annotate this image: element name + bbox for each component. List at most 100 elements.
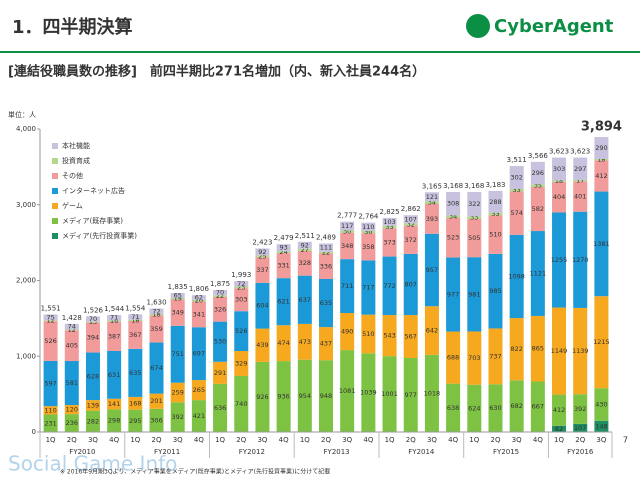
legend-label: 投資育成 bbox=[62, 156, 90, 165]
data-label: 621 bbox=[277, 298, 289, 306]
bar-segment bbox=[530, 381, 545, 432]
data-label: 308 bbox=[447, 200, 459, 208]
data-label: 1215 bbox=[593, 338, 610, 346]
data-label: 349 bbox=[171, 309, 183, 317]
data-label: 359 bbox=[150, 325, 162, 333]
bar-segment bbox=[234, 311, 249, 352]
x-tick-label: 4Q bbox=[533, 436, 543, 444]
data-label: 367 bbox=[129, 331, 141, 339]
data-label: 303 bbox=[235, 296, 247, 304]
bar-segment bbox=[573, 157, 588, 181]
x-group-label: FY2011 bbox=[154, 448, 180, 456]
data-label: 139 bbox=[87, 401, 99, 409]
data-label: 688 bbox=[447, 354, 459, 362]
bar-segment bbox=[85, 410, 100, 432]
bar-segment bbox=[276, 251, 291, 254]
data-label: 141 bbox=[108, 400, 120, 408]
data-label: 526 bbox=[44, 337, 56, 345]
bar-segment bbox=[107, 320, 122, 322]
data-label: 505 bbox=[468, 234, 480, 242]
bar-segment bbox=[170, 382, 185, 403]
data-label: 33 bbox=[470, 214, 478, 222]
x-tick-label: 3Q bbox=[596, 436, 606, 444]
data-label: 303 bbox=[553, 165, 565, 173]
total-label: 1,835 bbox=[168, 283, 188, 291]
bar-segment bbox=[488, 384, 503, 432]
bar-segment bbox=[467, 331, 482, 385]
data-label: 865 bbox=[532, 345, 544, 353]
data-label: 394 bbox=[87, 334, 99, 342]
x-tick-label: 3Q bbox=[342, 436, 352, 444]
bar-segment bbox=[530, 231, 545, 316]
data-label: 372 bbox=[405, 236, 417, 244]
data-label: 93 bbox=[279, 244, 287, 252]
total-label: 3,623 bbox=[549, 148, 569, 156]
bar-segment bbox=[467, 192, 482, 217]
bar-segment bbox=[191, 295, 206, 300]
data-label: 30 bbox=[343, 228, 351, 236]
bar-segment bbox=[64, 414, 79, 432]
data-label: 807 bbox=[405, 280, 417, 288]
total-label: 3,183 bbox=[485, 181, 505, 189]
bar-segment bbox=[382, 218, 397, 226]
data-label: 630 bbox=[489, 404, 501, 412]
bar-segment bbox=[446, 215, 461, 218]
data-label: 1039 bbox=[360, 389, 377, 397]
bar-segment bbox=[191, 400, 206, 432]
bar-segment bbox=[509, 318, 524, 381]
x-tick-label: 3Q bbox=[512, 436, 522, 444]
data-label: 30 bbox=[364, 228, 372, 236]
x-tick-label: 1Q bbox=[215, 436, 225, 444]
data-label: 35 bbox=[534, 182, 542, 190]
chart-title: [連結役職員数の推移] 前四半期比271名増加（内、新入社員244名） bbox=[8, 64, 425, 80]
data-label: 110 bbox=[362, 223, 374, 231]
data-label: 22 bbox=[216, 292, 224, 300]
x-tick-label: 4Q bbox=[109, 436, 119, 444]
bar-segment bbox=[149, 315, 164, 343]
data-label: 636 bbox=[214, 404, 226, 412]
data-label: 822 bbox=[510, 345, 522, 353]
data-label: 711 bbox=[341, 282, 353, 290]
x-tick-label: 3Q bbox=[257, 436, 267, 444]
x-tick-label: 4Q bbox=[448, 436, 458, 444]
data-label: 148 bbox=[595, 422, 607, 430]
data-label: 22 bbox=[322, 249, 330, 257]
data-label: 74 bbox=[68, 323, 76, 331]
bar-segment bbox=[149, 308, 164, 314]
legend-label: その他 bbox=[62, 171, 83, 180]
data-label: 201 bbox=[150, 397, 162, 405]
data-label: 13 bbox=[89, 318, 97, 326]
footnote: ※ 2016年9月期3Qより、メディア事業をメディア(既存事業)とメディア(先行… bbox=[60, 468, 330, 476]
bar-segment bbox=[276, 278, 291, 326]
page-title: 1．四半期決算 bbox=[12, 16, 133, 38]
bar-segment bbox=[149, 342, 164, 394]
x-tick-label: 3Q bbox=[427, 436, 437, 444]
bar-segment bbox=[509, 166, 524, 189]
bar-segment bbox=[234, 288, 249, 312]
total-label: 3,566 bbox=[528, 152, 549, 160]
data-label: 635 bbox=[129, 369, 141, 377]
bar-segment bbox=[340, 230, 355, 233]
legend-swatch bbox=[52, 158, 58, 164]
bar-segment bbox=[530, 315, 545, 382]
bar-segment bbox=[149, 313, 164, 316]
data-label: 288 bbox=[489, 198, 501, 206]
bar-segment bbox=[43, 320, 58, 322]
bar-segment bbox=[234, 375, 249, 432]
data-label: 296 bbox=[532, 169, 544, 177]
bar-segment bbox=[276, 244, 291, 252]
x-tick-label: 4Q bbox=[363, 436, 373, 444]
total-label: 3,168 bbox=[443, 182, 463, 190]
x-group-label: FY2014 bbox=[408, 448, 435, 456]
data-label: 18 bbox=[597, 156, 605, 164]
data-label: 23 bbox=[237, 283, 245, 291]
total-label: 2,862 bbox=[401, 205, 421, 213]
data-label: 474 bbox=[277, 339, 289, 347]
data-label: 33 bbox=[385, 223, 393, 231]
data-label: 18 bbox=[131, 316, 139, 324]
data-label: 82 bbox=[555, 425, 563, 433]
x-tick-label: 1Q bbox=[385, 436, 395, 444]
bar-segment bbox=[170, 402, 185, 432]
data-label: 16 bbox=[110, 317, 118, 325]
bar-segment bbox=[552, 307, 567, 395]
